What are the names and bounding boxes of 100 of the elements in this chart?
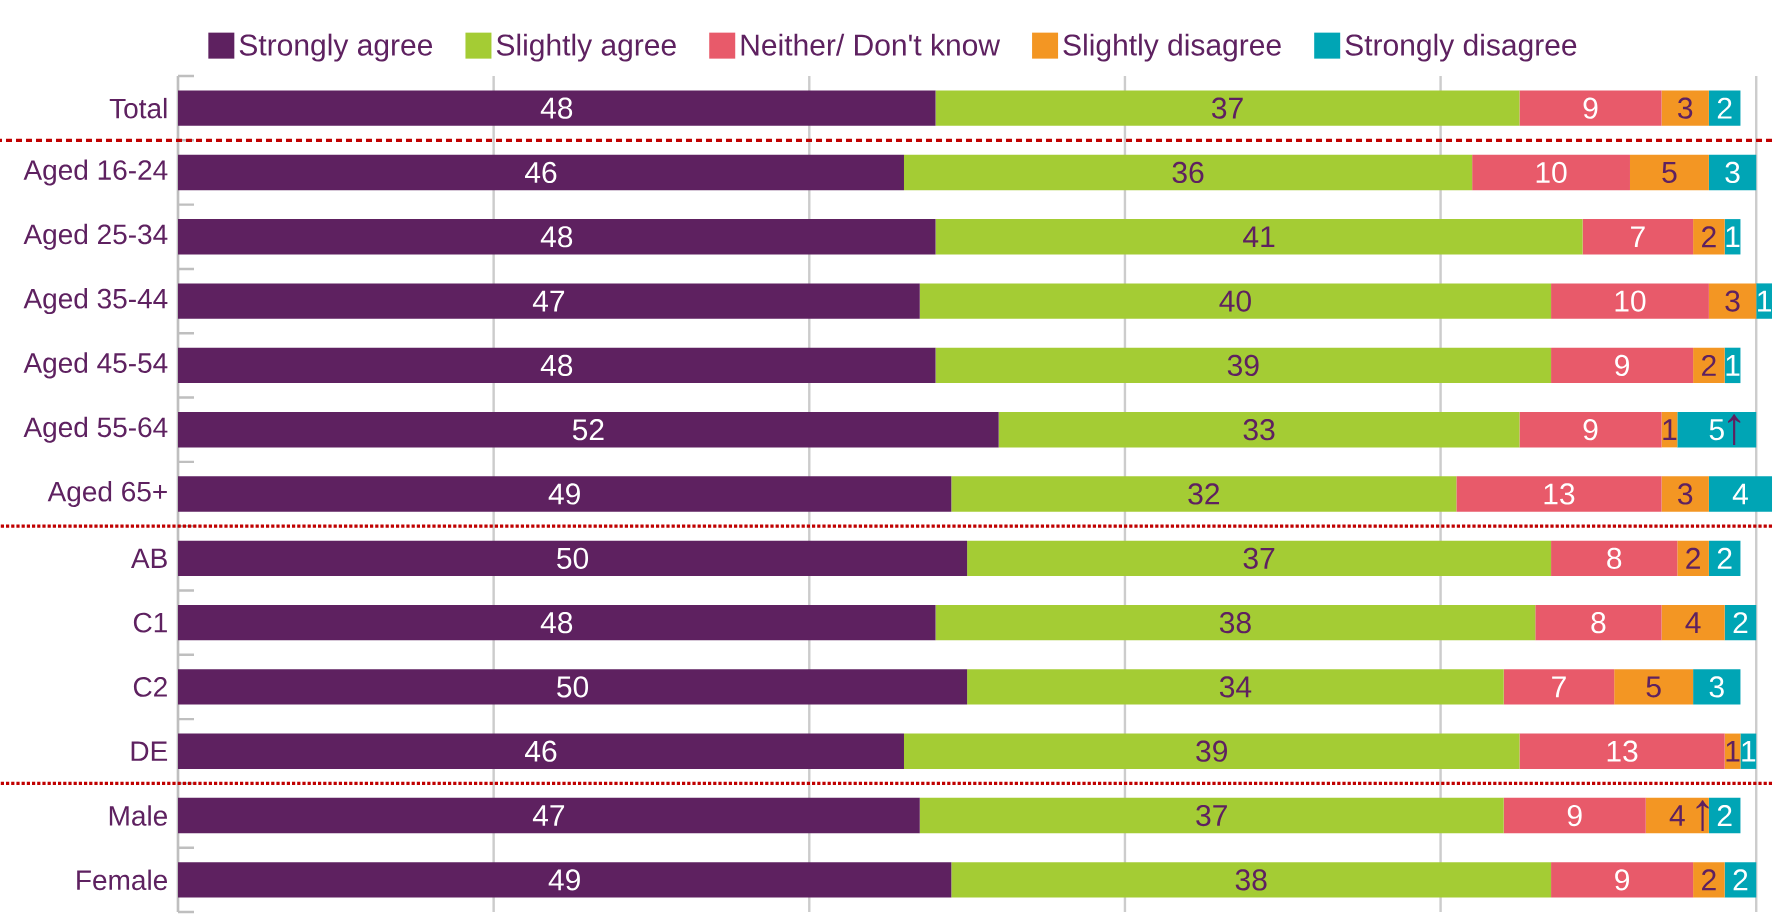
data-label: 1 — [1726, 355, 1740, 376]
bar — [935, 347, 1552, 384]
bar — [903, 733, 1520, 769]
data-label: 2 — [1717, 97, 1732, 119]
data-label: 2 — [1686, 547, 1700, 569]
y-tick-label: Aged 25-34 — [23, 223, 168, 250]
bar — [1551, 347, 1694, 384]
data-label: 37 — [1211, 97, 1243, 119]
data-label: 4 — [1732, 483, 1748, 505]
y-tick-label: C1 — [133, 612, 167, 633]
bar — [1551, 540, 1678, 576]
bar — [1551, 283, 1709, 319]
data-label: 3 — [1725, 290, 1740, 312]
data-label: 34 — [1219, 676, 1252, 698]
data-label: 49 — [548, 483, 580, 505]
data-label: 48 — [540, 97, 573, 119]
bar — [1551, 862, 1694, 898]
data-label: 9 — [1615, 354, 1629, 376]
bar — [967, 540, 1552, 576]
data-label: 1 — [1726, 740, 1740, 762]
data-label: 1 — [1758, 290, 1771, 312]
data-label: 1 — [1663, 419, 1677, 441]
data-label: 2 — [1733, 612, 1748, 634]
bar — [178, 476, 952, 512]
data-label: 38 — [1235, 869, 1267, 891]
data-label: 9 — [1583, 419, 1598, 441]
bar — [1708, 283, 1757, 319]
data-label: 2 — [1702, 226, 1716, 248]
data-label: 9 — [1567, 804, 1582, 827]
data-label: 48 — [540, 226, 573, 248]
data-label: 7 — [1631, 226, 1645, 248]
data-label: 1 — [1742, 740, 1756, 762]
bar — [1661, 476, 1709, 512]
bar — [1629, 154, 1709, 191]
bar — [935, 90, 1520, 126]
data-label: 2 — [1702, 869, 1716, 891]
data-label: 5 — [1709, 419, 1724, 441]
bar — [178, 669, 968, 705]
data-label: 48 — [540, 611, 573, 634]
data-label: 50 — [557, 676, 589, 698]
bar — [919, 283, 1552, 319]
data-label: 1 — [1726, 226, 1740, 248]
data-label: 32 — [1188, 483, 1220, 505]
bar — [1661, 604, 1725, 641]
bar — [178, 347, 936, 384]
bar — [1503, 669, 1615, 705]
data-label: 36 — [1172, 161, 1204, 184]
bar — [1582, 219, 1694, 255]
bar — [951, 862, 1552, 898]
data-label: 5 — [1646, 676, 1661, 698]
annotation: ↑ — [1696, 800, 1709, 831]
bar — [1677, 412, 1757, 448]
y-tick-label: C2 — [133, 677, 167, 697]
data-label: 37 — [1196, 804, 1227, 827]
bar — [178, 604, 936, 641]
bar — [1724, 862, 1757, 898]
bar — [178, 733, 904, 769]
y-tick-label: AB — [130, 548, 167, 568]
bar — [1661, 90, 1709, 126]
bar — [935, 604, 1536, 641]
data-label: 50 — [557, 547, 589, 569]
bar — [919, 797, 1504, 834]
data-label: 5 — [1662, 161, 1677, 183]
y-tick-label: Total — [109, 97, 167, 119]
data-label: 7 — [1552, 676, 1566, 698]
y-tick-label: Aged 65+ — [47, 480, 167, 508]
bar — [178, 540, 968, 576]
bar — [1693, 862, 1725, 898]
data-label: 47 — [532, 805, 565, 826]
bar — [178, 219, 936, 255]
bar — [1708, 476, 1773, 512]
data-label: 33 — [1243, 419, 1275, 441]
data-label: 10 — [1615, 290, 1646, 312]
bar — [967, 669, 1504, 705]
y-tick-label: Aged 45-54 — [23, 352, 168, 379]
bar — [998, 412, 1520, 448]
y-tick-label: DE — [131, 741, 168, 761]
bar — [1456, 476, 1662, 512]
data-label: 48 — [540, 354, 573, 376]
bar — [1677, 540, 1709, 576]
annotation: ↑ — [1728, 414, 1741, 446]
legend-label: Slightly disagree — [1063, 33, 1281, 62]
data-label: 9 — [1615, 869, 1629, 891]
bar — [1503, 797, 1646, 834]
data-label: 49 — [548, 869, 580, 891]
data-label: 10 — [1536, 161, 1567, 184]
bar — [178, 90, 936, 126]
bar — [1708, 154, 1757, 191]
data-label: 2 — [1733, 869, 1748, 891]
data-label: 41 — [1243, 226, 1275, 248]
bar — [178, 412, 999, 448]
y-tick-label: Aged 55-64 — [23, 416, 168, 443]
data-label: 9 — [1583, 97, 1598, 119]
data-label: 52 — [572, 419, 604, 441]
bar — [951, 476, 1457, 512]
data-label: 47 — [532, 290, 565, 312]
bar — [935, 219, 1583, 255]
bar — [1519, 90, 1662, 126]
data-label: 3 — [1678, 483, 1693, 505]
bar — [1693, 669, 1741, 705]
